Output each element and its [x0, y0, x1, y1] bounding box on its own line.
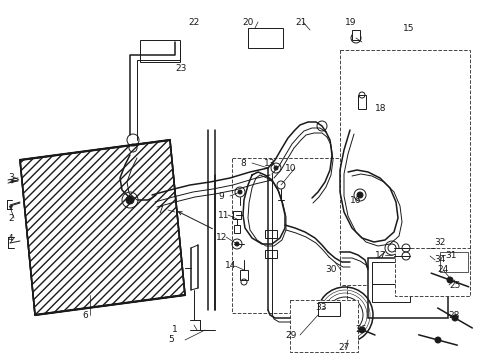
Bar: [351, 30, 359, 40]
Text: 32: 32: [433, 238, 445, 247]
Text: 19: 19: [345, 18, 356, 27]
Text: 10: 10: [285, 163, 296, 172]
Bar: [371, 262, 409, 284]
Text: 29: 29: [285, 330, 296, 339]
Bar: [140, 40, 180, 62]
Circle shape: [358, 327, 364, 333]
Bar: [317, 302, 339, 316]
Bar: [264, 250, 276, 258]
Text: 18: 18: [374, 104, 386, 113]
Bar: [339, 50, 469, 285]
Circle shape: [446, 277, 452, 283]
Text: 30: 30: [325, 266, 336, 274]
Text: 34: 34: [433, 256, 445, 265]
Text: 9: 9: [218, 192, 224, 201]
Bar: [289, 300, 357, 352]
Bar: [439, 252, 467, 272]
Bar: [240, 270, 247, 280]
Text: 7: 7: [157, 206, 163, 215]
Bar: [264, 230, 276, 238]
Text: 14: 14: [224, 261, 236, 270]
Text: 11: 11: [218, 211, 229, 220]
Bar: [247, 28, 283, 48]
Text: 31: 31: [444, 251, 456, 260]
Circle shape: [273, 166, 278, 170]
Text: 16: 16: [349, 195, 361, 204]
Circle shape: [235, 242, 239, 246]
Circle shape: [451, 315, 457, 321]
Circle shape: [434, 337, 440, 343]
Text: 6: 6: [82, 310, 87, 320]
Text: 26: 26: [354, 325, 366, 334]
Text: 5: 5: [168, 336, 173, 345]
Bar: [231, 158, 346, 313]
Bar: [367, 258, 447, 318]
Text: 21: 21: [294, 18, 306, 27]
Text: 2: 2: [8, 213, 14, 222]
Text: 27: 27: [337, 343, 348, 352]
Text: 15: 15: [402, 23, 414, 32]
Text: 12: 12: [216, 233, 227, 242]
Text: 25: 25: [448, 280, 459, 289]
Text: 17: 17: [374, 251, 386, 260]
Circle shape: [356, 192, 362, 198]
Text: 23: 23: [175, 63, 186, 72]
Bar: [232, 211, 241, 219]
Circle shape: [340, 311, 348, 319]
Text: 1: 1: [172, 325, 177, 334]
Text: 4: 4: [8, 234, 14, 243]
Circle shape: [126, 196, 134, 204]
Text: 22: 22: [187, 18, 199, 27]
Circle shape: [238, 190, 242, 194]
Text: 20: 20: [242, 18, 253, 27]
Bar: [394, 248, 469, 296]
Text: 8: 8: [240, 158, 245, 167]
Text: 33: 33: [314, 303, 326, 312]
Text: 24: 24: [436, 266, 447, 274]
Bar: [234, 225, 240, 233]
Text: 3: 3: [8, 172, 14, 181]
Bar: [357, 95, 365, 109]
Bar: [371, 284, 409, 302]
Text: 13: 13: [263, 158, 274, 167]
Text: 28: 28: [447, 310, 458, 320]
